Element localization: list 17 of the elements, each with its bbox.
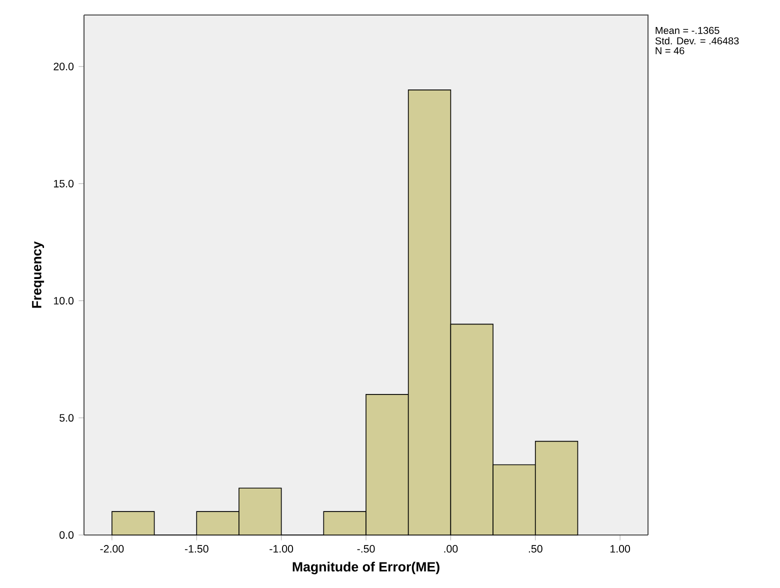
y-tick-label: 20.0 (54, 62, 74, 70)
text: N = 46 (656, 47, 684, 54)
x-tick-label: -1.50 (184, 545, 208, 553)
x-tick-label: -.50 (357, 545, 375, 553)
y-tick-label: 5.0 (60, 414, 74, 422)
x-tick-label: .50 (528, 545, 542, 553)
x-tick-label: 1.00 (610, 545, 630, 553)
y-tick-label: 0.0 (60, 531, 74, 539)
text: Mean = -.1365 (656, 26, 720, 34)
x-tick-label: .00 (444, 545, 458, 553)
y-axis-title: Frequency (32, 241, 44, 308)
x-tick-label: -1.00 (270, 545, 294, 553)
x-axis-title: Magnitude of Error(ME) (292, 562, 440, 574)
y-tick-label: 15.0 (54, 180, 74, 188)
x-tick-label: -2.00 (100, 545, 124, 553)
text: Std. Dev. = .46483 (655, 37, 739, 44)
y-tick-label: 10.0 (54, 296, 74, 305)
